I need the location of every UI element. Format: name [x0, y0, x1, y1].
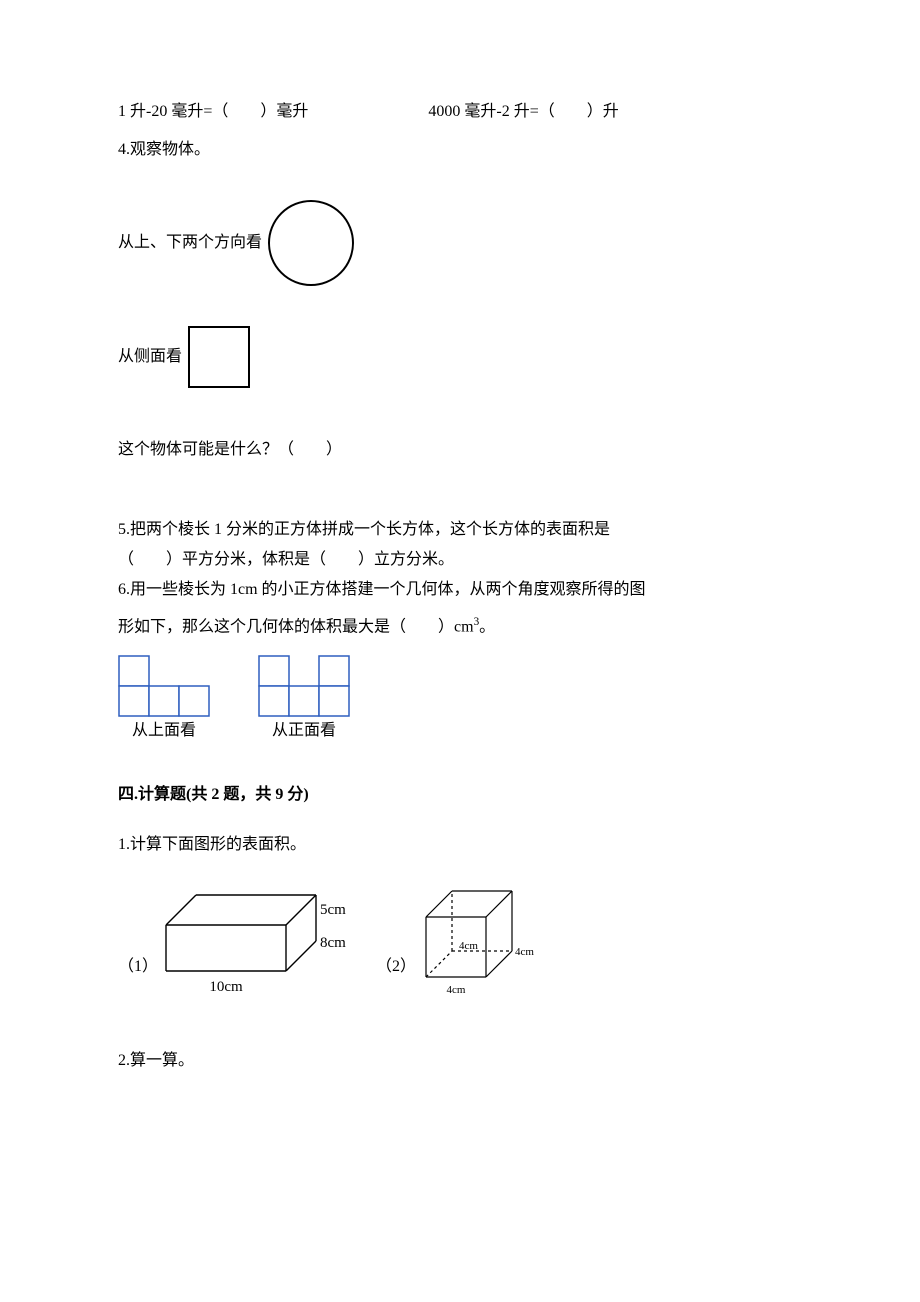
q5-line-b: （ ）平方分米，体积是（ ）立方分米。 [118, 548, 802, 572]
svg-text:4cm: 4cm [515, 946, 534, 958]
q3-line: 1 升-20 毫升=（ ）毫升 4000 毫升-2 升=（ ）升 [118, 100, 802, 124]
q6-suffix: 。 [479, 618, 495, 635]
svg-text:10cm: 10cm [209, 979, 243, 995]
view-top: 从上面看 [118, 655, 210, 743]
q3-right: 4000 毫升-2 升=（ ）升 [428, 100, 618, 124]
svg-text:4cm: 4cm [447, 984, 466, 996]
q6-line-a: 6.用一些棱长为 1cm 的小正方体搭建一个几何体，从两个角度观察所得的图 [118, 578, 802, 602]
page: 1 升-20 毫升=（ ）毫升 4000 毫升-2 升=（ ）升 4.观察物体。… [0, 0, 920, 1302]
fig2-num: （2） [376, 955, 416, 979]
view-front-label: 从正面看 [272, 719, 336, 743]
q4-title: 4.观察物体。 [118, 138, 802, 162]
svg-text:4cm: 4cm [459, 940, 478, 952]
circle-icon [266, 198, 356, 288]
views-row: 从上面看 从正面看 [118, 655, 802, 743]
cuboid-figure: 10cm 8cm 5cm [162, 891, 362, 999]
q4-updown-row: 从上、下两个方向看 [118, 198, 802, 288]
q6-prefix: 形如下，那么这个几何体的体积最大是（ ）cm [118, 618, 474, 635]
solids-row: （1） 10cm 8cm 5cm （2） 4cm 4cm 4cm [118, 887, 802, 999]
q3-left: 1 升-20 毫升=（ ）毫升 [118, 100, 308, 124]
fig1-num: （1） [118, 955, 158, 979]
s4-q2: 2.算一算。 [118, 1049, 802, 1073]
q6-line-b: 形如下，那么这个几何体的体积最大是（ ）cm3。 [118, 614, 802, 639]
svg-text:8cm: 8cm [320, 935, 346, 951]
q5-line-a: 5.把两个棱长 1 分米的正方体拼成一个长方体，这个长方体的表面积是 [118, 518, 802, 542]
view-front-grid [258, 655, 350, 717]
view-front: 从正面看 [258, 655, 350, 743]
q4-side-row: 从侧面看 [118, 324, 802, 390]
view-top-grid [118, 655, 210, 717]
cube-figure: 4cm 4cm 4cm [422, 887, 544, 999]
q4-side-label: 从侧面看 [118, 345, 182, 369]
section4-heading: 四.计算题(共 2 题，共 9 分) [118, 783, 802, 807]
view-top-label: 从上面看 [132, 719, 196, 743]
square-icon [186, 324, 252, 390]
s4-q1: 1.计算下面图形的表面积。 [118, 833, 802, 857]
q4-updown-label: 从上、下两个方向看 [118, 231, 262, 255]
q4-question: 这个物体可能是什么？（ ） [118, 438, 802, 462]
svg-text:5cm: 5cm [320, 902, 346, 918]
